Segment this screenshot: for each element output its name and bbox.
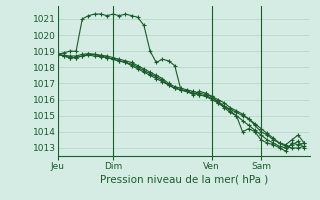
X-axis label: Pression niveau de la mer( hPa ): Pression niveau de la mer( hPa ) xyxy=(100,175,268,185)
